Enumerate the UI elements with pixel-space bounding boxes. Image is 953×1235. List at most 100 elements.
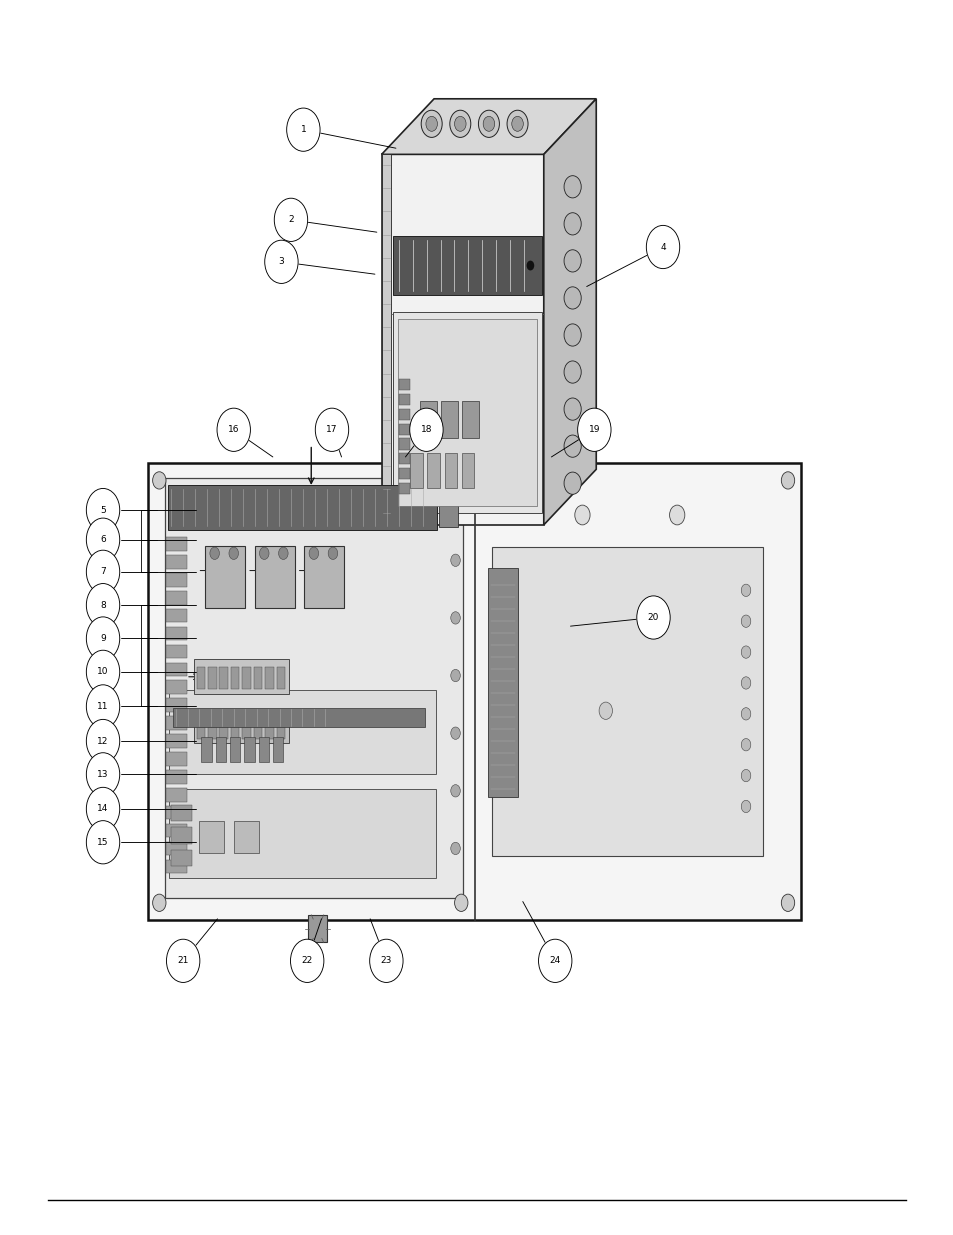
FancyBboxPatch shape <box>166 537 187 551</box>
Text: 21: 21 <box>177 956 189 966</box>
FancyBboxPatch shape <box>166 698 187 711</box>
Circle shape <box>507 110 528 137</box>
FancyBboxPatch shape <box>199 821 224 853</box>
Circle shape <box>740 769 750 782</box>
FancyBboxPatch shape <box>265 716 274 739</box>
Text: 19: 19 <box>588 425 599 435</box>
Circle shape <box>781 894 794 911</box>
FancyBboxPatch shape <box>166 626 187 640</box>
FancyBboxPatch shape <box>242 667 251 689</box>
Circle shape <box>511 116 523 131</box>
Text: 22: 22 <box>301 956 313 966</box>
FancyBboxPatch shape <box>166 590 187 604</box>
Circle shape <box>409 408 442 451</box>
FancyBboxPatch shape <box>244 737 254 762</box>
FancyBboxPatch shape <box>230 737 240 762</box>
Text: 12: 12 <box>97 736 109 746</box>
Text: 6: 6 <box>100 535 106 545</box>
Circle shape <box>781 472 794 489</box>
Circle shape <box>526 261 534 270</box>
Circle shape <box>86 489 120 531</box>
FancyBboxPatch shape <box>201 737 212 762</box>
Circle shape <box>563 324 580 346</box>
FancyBboxPatch shape <box>148 463 801 920</box>
Circle shape <box>563 287 580 309</box>
FancyBboxPatch shape <box>196 716 205 739</box>
Text: 15: 15 <box>97 837 109 847</box>
Circle shape <box>425 116 437 131</box>
Circle shape <box>669 505 684 525</box>
Text: 3: 3 <box>278 257 284 267</box>
FancyBboxPatch shape <box>393 312 541 513</box>
FancyBboxPatch shape <box>488 568 518 797</box>
Circle shape <box>637 597 670 640</box>
FancyBboxPatch shape <box>440 401 457 438</box>
Circle shape <box>328 547 337 559</box>
Circle shape <box>286 109 319 151</box>
FancyBboxPatch shape <box>172 708 424 727</box>
FancyBboxPatch shape <box>166 680 187 694</box>
Circle shape <box>563 435 580 457</box>
FancyBboxPatch shape <box>398 409 410 420</box>
Text: 18: 18 <box>420 425 432 435</box>
FancyBboxPatch shape <box>171 827 192 844</box>
Text: 2: 2 <box>288 215 294 225</box>
Circle shape <box>259 547 269 559</box>
FancyBboxPatch shape <box>165 478 462 898</box>
FancyBboxPatch shape <box>171 850 192 866</box>
Text: 17: 17 <box>326 425 337 435</box>
Text: 11: 11 <box>97 701 109 711</box>
Circle shape <box>454 894 467 911</box>
Circle shape <box>740 708 750 720</box>
FancyBboxPatch shape <box>308 915 327 942</box>
Circle shape <box>577 408 610 451</box>
Circle shape <box>421 110 442 137</box>
Text: 4: 4 <box>659 242 665 252</box>
Text: 23: 23 <box>380 956 392 966</box>
Polygon shape <box>381 99 596 154</box>
Circle shape <box>86 753 120 797</box>
Circle shape <box>563 175 580 198</box>
FancyBboxPatch shape <box>276 716 285 739</box>
FancyBboxPatch shape <box>168 485 436 530</box>
FancyBboxPatch shape <box>215 737 226 762</box>
Circle shape <box>454 116 466 131</box>
FancyBboxPatch shape <box>393 236 541 295</box>
FancyBboxPatch shape <box>193 659 289 694</box>
Circle shape <box>152 472 166 489</box>
FancyBboxPatch shape <box>219 716 228 739</box>
Circle shape <box>450 110 471 137</box>
Circle shape <box>478 110 499 137</box>
FancyBboxPatch shape <box>253 716 262 739</box>
FancyBboxPatch shape <box>231 667 239 689</box>
FancyBboxPatch shape <box>398 379 410 390</box>
FancyBboxPatch shape <box>166 645 187 658</box>
FancyBboxPatch shape <box>398 453 410 464</box>
FancyBboxPatch shape <box>219 667 228 689</box>
FancyBboxPatch shape <box>254 546 294 608</box>
Circle shape <box>450 555 459 567</box>
FancyBboxPatch shape <box>233 821 258 853</box>
FancyBboxPatch shape <box>166 805 187 820</box>
FancyBboxPatch shape <box>419 401 436 438</box>
FancyBboxPatch shape <box>444 453 456 488</box>
FancyBboxPatch shape <box>169 789 436 878</box>
Circle shape <box>86 584 120 626</box>
FancyBboxPatch shape <box>492 547 762 856</box>
Circle shape <box>86 618 120 659</box>
FancyBboxPatch shape <box>265 667 274 689</box>
Text: 5: 5 <box>100 505 106 515</box>
FancyBboxPatch shape <box>166 716 187 730</box>
Circle shape <box>290 939 324 983</box>
FancyBboxPatch shape <box>398 468 410 479</box>
Circle shape <box>309 547 318 559</box>
Circle shape <box>229 547 238 559</box>
Circle shape <box>645 226 679 269</box>
FancyBboxPatch shape <box>398 483 410 494</box>
Text: 20: 20 <box>647 613 659 622</box>
Circle shape <box>454 472 467 489</box>
FancyBboxPatch shape <box>166 788 187 802</box>
Polygon shape <box>381 154 543 525</box>
Text: 7: 7 <box>100 567 106 577</box>
Text: 8: 8 <box>100 600 106 610</box>
